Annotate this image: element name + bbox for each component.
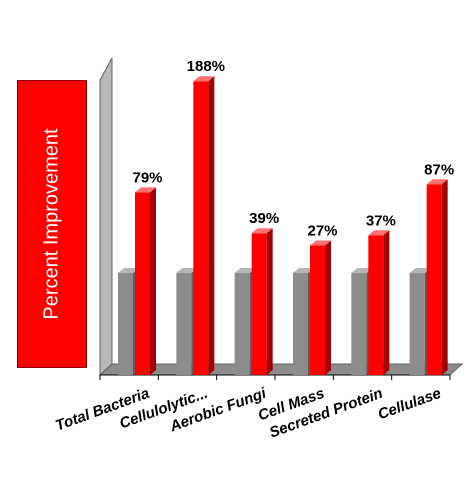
value-label-5: 87% — [424, 161, 454, 178]
red-bar-5-side — [441, 179, 448, 375]
red-bar-4-side — [383, 230, 390, 375]
gray-bar-0 — [118, 273, 133, 375]
value-label-0: 79% — [132, 169, 162, 186]
red-bar-5-top — [426, 179, 448, 185]
red-bar-0-top — [135, 187, 156, 193]
gray-bar-1-top — [176, 268, 198, 273]
red-bar-3 — [310, 245, 325, 375]
back-wall — [99, 57, 113, 377]
gray-bar-3-top — [293, 268, 314, 273]
gray-bar-5 — [409, 273, 425, 375]
red-bar-2 — [251, 233, 267, 375]
red-bar-0 — [135, 192, 150, 375]
gray-bar-4 — [351, 273, 367, 375]
gray-bar-2-top — [234, 268, 256, 273]
red-bar-4 — [368, 235, 384, 375]
value-label-1: 188% — [187, 58, 225, 75]
red-bar-4-top — [368, 230, 390, 236]
red-bar-1-top — [193, 76, 215, 82]
gray-bar-0-top — [118, 268, 139, 273]
red-bar-2-top — [251, 228, 273, 234]
gray-bar-5-top — [409, 268, 431, 273]
red-bar-1 — [193, 81, 209, 376]
red-bar-3-side — [325, 240, 331, 375]
y-axis-label-box: Percent Improvement — [17, 80, 87, 368]
red-bar-0-side — [150, 187, 156, 375]
gray-bar-4-top — [351, 268, 373, 273]
value-label-3: 27% — [307, 222, 337, 239]
value-label-2: 39% — [249, 210, 279, 227]
category-label-5: Cellulase — [376, 385, 444, 424]
red-bar-5 — [426, 184, 442, 375]
red-bar-1-side — [208, 76, 215, 376]
red-bar-3-top — [310, 240, 331, 246]
gray-bar-3 — [293, 273, 308, 375]
value-label-4: 37% — [366, 212, 396, 229]
gray-bar-2 — [234, 273, 250, 375]
gray-bar-1 — [176, 273, 192, 375]
red-bar-2-side — [266, 228, 273, 375]
